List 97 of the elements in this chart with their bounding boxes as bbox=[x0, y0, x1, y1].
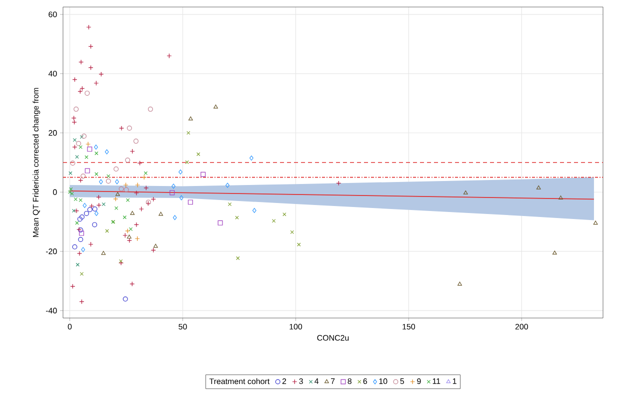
point bbox=[89, 204, 94, 209]
point bbox=[130, 210, 135, 215]
point bbox=[80, 86, 85, 91]
point bbox=[172, 215, 177, 220]
point bbox=[226, 182, 230, 188]
point bbox=[552, 250, 557, 255]
point bbox=[188, 200, 193, 205]
point bbox=[124, 187, 129, 192]
point bbox=[82, 134, 87, 139]
point bbox=[214, 104, 218, 109]
point bbox=[118, 186, 124, 192]
point bbox=[200, 172, 206, 177]
point bbox=[119, 126, 124, 131]
point bbox=[282, 212, 286, 216]
point bbox=[172, 184, 176, 189]
point bbox=[170, 190, 175, 196]
point bbox=[135, 182, 140, 188]
point bbox=[76, 141, 82, 146]
point bbox=[84, 155, 88, 160]
point bbox=[188, 116, 193, 120]
point bbox=[123, 182, 128, 188]
point bbox=[104, 149, 109, 154]
point bbox=[126, 234, 132, 239]
point bbox=[79, 230, 84, 236]
point bbox=[558, 196, 563, 200]
point bbox=[236, 256, 240, 260]
point bbox=[80, 272, 84, 276]
point bbox=[87, 207, 92, 212]
point bbox=[84, 210, 89, 216]
point bbox=[87, 146, 92, 152]
point bbox=[118, 260, 124, 266]
point bbox=[70, 160, 76, 166]
point bbox=[130, 281, 135, 286]
point bbox=[593, 220, 598, 225]
point bbox=[458, 282, 462, 286]
point bbox=[134, 222, 139, 228]
point bbox=[178, 169, 182, 174]
point bbox=[99, 179, 103, 184]
point bbox=[96, 202, 102, 208]
point bbox=[252, 208, 256, 213]
point bbox=[101, 250, 106, 255]
point bbox=[122, 215, 127, 220]
point bbox=[153, 244, 158, 248]
point bbox=[75, 221, 79, 225]
point bbox=[102, 202, 106, 206]
point bbox=[70, 192, 74, 196]
point bbox=[94, 151, 98, 156]
point bbox=[94, 210, 98, 216]
point bbox=[114, 166, 119, 172]
point bbox=[148, 106, 153, 112]
point bbox=[179, 195, 184, 200]
point bbox=[74, 106, 79, 112]
point bbox=[463, 190, 468, 194]
point bbox=[94, 144, 98, 150]
point bbox=[106, 178, 111, 184]
point bbox=[76, 250, 82, 256]
point bbox=[126, 198, 130, 202]
point bbox=[536, 185, 541, 190]
point bbox=[92, 206, 98, 212]
point bbox=[69, 187, 73, 192]
point bbox=[82, 202, 87, 208]
point bbox=[133, 138, 138, 144]
point bbox=[92, 222, 98, 228]
point bbox=[115, 179, 119, 184]
point bbox=[84, 90, 90, 96]
point bbox=[158, 212, 164, 216]
point bbox=[68, 190, 72, 194]
point bbox=[84, 168, 90, 174]
point bbox=[79, 214, 84, 220]
point bbox=[68, 171, 72, 176]
point bbox=[72, 208, 76, 213]
point bbox=[114, 206, 118, 210]
point bbox=[113, 196, 118, 202]
point bbox=[126, 126, 132, 131]
point bbox=[218, 220, 223, 226]
point bbox=[74, 208, 80, 214]
point bbox=[249, 156, 254, 161]
point bbox=[72, 77, 78, 82]
point bbox=[122, 296, 128, 302]
point bbox=[235, 216, 239, 220]
point bbox=[128, 227, 133, 231]
point bbox=[80, 174, 86, 179]
point bbox=[78, 60, 84, 65]
point bbox=[75, 155, 79, 159]
point bbox=[71, 116, 76, 121]
point bbox=[297, 242, 301, 246]
point bbox=[72, 244, 78, 250]
point bbox=[77, 216, 82, 222]
point bbox=[115, 192, 120, 196]
point bbox=[134, 190, 139, 196]
point bbox=[81, 247, 86, 252]
point bbox=[72, 138, 77, 142]
point bbox=[138, 206, 144, 212]
point bbox=[78, 237, 84, 242]
point bbox=[125, 158, 130, 163]
point bbox=[185, 160, 189, 164]
point bbox=[144, 185, 149, 190]
